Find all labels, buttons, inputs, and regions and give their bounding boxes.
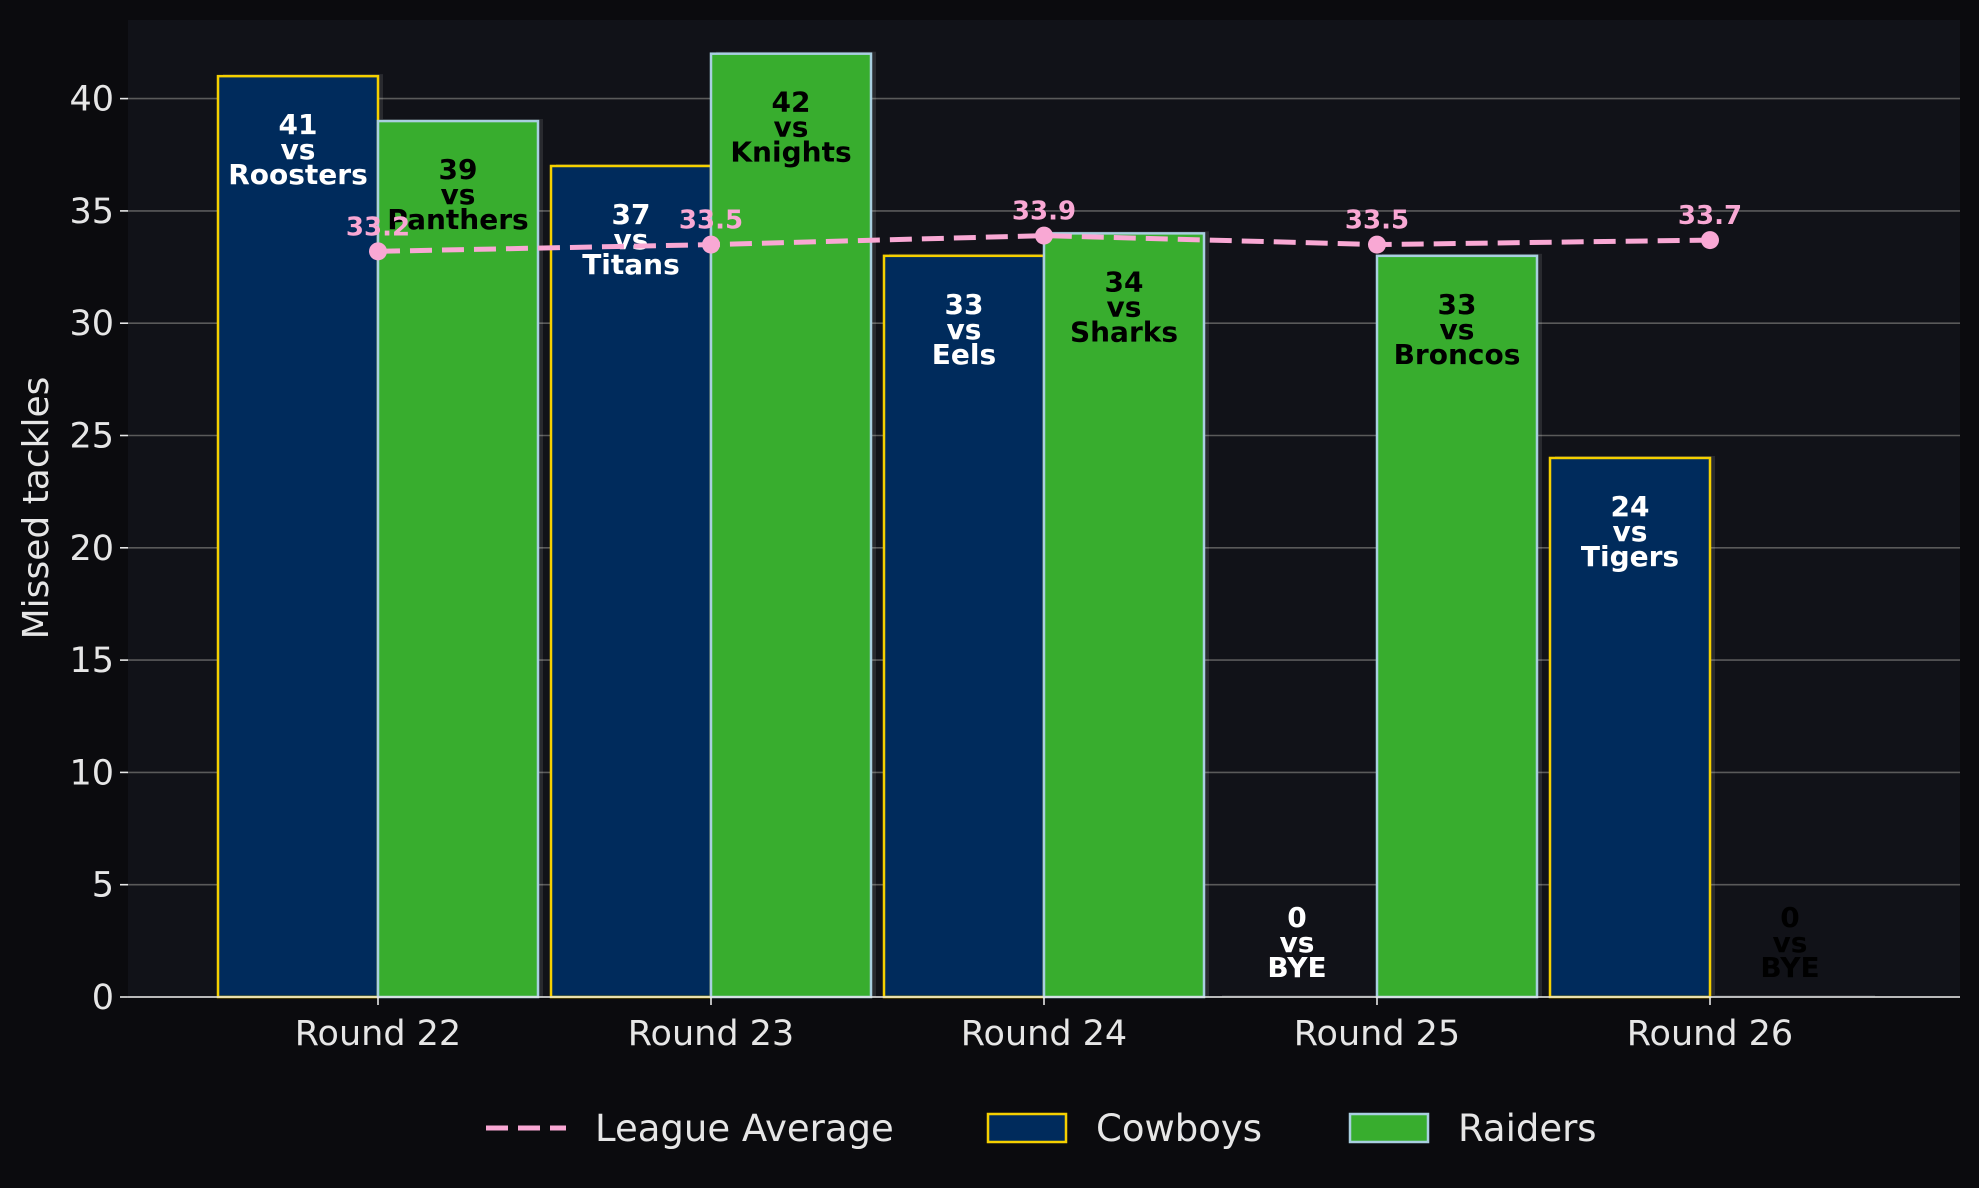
bar-label-line: Titans	[582, 248, 680, 281]
bar-label-cowboys-4: 0 vs BYE	[1267, 901, 1326, 984]
y-tick-label-5: 5	[92, 866, 114, 906]
y-tick-label-10: 10	[69, 753, 114, 793]
bar-label-line: Knights	[730, 136, 851, 169]
bar-label-line: 33	[945, 288, 984, 321]
legend-swatch-raiders	[1348, 1112, 1430, 1144]
bar-label-line: BYE	[1760, 951, 1819, 984]
bar-label-cowboys-3: 33 vs Eels	[932, 288, 996, 371]
league-average-point-1	[369, 242, 387, 261]
bar-label-line: 24	[1611, 490, 1650, 523]
league-average-label-5: 33.7	[1678, 201, 1742, 231]
bar-label-raiders-1: 39 vs Panthers	[387, 153, 528, 236]
x-tick-label-5: Round 26	[1627, 1014, 1793, 1054]
x-axis: Round 22 Round 23 Round 24 Round 25 Round 26	[128, 996, 1960, 1054]
bar-label-line: vs	[1280, 926, 1315, 959]
bar-raiders-2	[709, 52, 873, 999]
x-tick-label-2: Round 23	[628, 1014, 794, 1054]
legend-label-cowboys: Cowboys	[1096, 1107, 1262, 1150]
bar-label-line: 37	[612, 198, 651, 231]
bar-label-raiders-5: 0 vs BYE	[1760, 901, 1819, 984]
bar-label-line: Tigers	[1581, 540, 1679, 573]
league-average-line: 33.2 33.5 33.9 33.5 33.7	[346, 197, 1742, 261]
bar-label-line: Broncos	[1394, 338, 1521, 371]
bar-shadow-raiders-5	[1715, 995, 1875, 997]
y-tick-label-40: 40	[69, 80, 114, 120]
bar-label-cowboys-1: 41 vs Roosters	[228, 108, 368, 191]
bar-label-line: vs	[1440, 313, 1475, 346]
bar-label-line: 34	[1105, 265, 1144, 298]
bar-label-line: vs	[1613, 515, 1648, 548]
bar-label-line: 33	[1438, 288, 1477, 321]
y-tick-label-20: 20	[69, 529, 114, 569]
bar-label-line: BYE	[1267, 951, 1326, 984]
bar-label-line: 39	[439, 153, 478, 186]
x-tick-label-4: Round 25	[1294, 1014, 1460, 1054]
bar-label-line: Panthers	[387, 203, 528, 236]
bar-label-line: vs	[1773, 926, 1808, 959]
bars	[216, 51, 1875, 999]
bar-raiders-3	[1042, 232, 1206, 999]
bar-label-line: 42	[772, 86, 811, 119]
league-average-point-5	[1701, 231, 1719, 250]
bar-cowboys-3	[882, 254, 1046, 999]
y-tick-label-0: 0	[92, 978, 114, 1018]
bar-label-line: 0	[1287, 901, 1306, 934]
bar-raiders-4	[1375, 254, 1539, 999]
bar-label-raiders-3: 34 vs Sharks	[1070, 265, 1178, 348]
bar-label-raiders-4: 33 vs Broncos	[1394, 288, 1521, 371]
bar-cowboys-1	[216, 74, 380, 999]
x-tick-label-3: Round 24	[961, 1014, 1127, 1054]
y-tick-label-25: 25	[69, 417, 114, 457]
bar-label-line: vs	[774, 111, 809, 144]
y-tick-label-35: 35	[69, 192, 114, 232]
y-axis-title: Missed tackles	[16, 377, 57, 640]
x-tick-label-1: Round 22	[295, 1014, 461, 1054]
bar-label-line: vs	[441, 178, 476, 211]
bar-label-line: vs	[1107, 290, 1142, 323]
legend-label-league-average: League Average	[595, 1107, 894, 1150]
legend-label-raiders: Raiders	[1458, 1107, 1597, 1150]
bar-label-cowboys-2: 37 vs Titans	[582, 198, 680, 281]
bar-label-cowboys-5: 24 vs Tigers	[1581, 490, 1679, 573]
bar-label-line: Sharks	[1070, 315, 1178, 348]
bar-shadow-cowboys-4	[1222, 995, 1382, 997]
league-average-label-1: 33.2	[346, 212, 410, 242]
league-average-label-4: 33.5	[1345, 206, 1409, 236]
bar-label-line: 41	[279, 108, 318, 141]
y-tick-label-15: 15	[69, 641, 114, 681]
bar-label-line: Eels	[932, 338, 996, 371]
bar-label-line: vs	[947, 313, 982, 346]
legend: League Average Cowboys Raiders	[486, 1107, 1597, 1150]
league-average-label-3: 33.9	[1012, 197, 1076, 227]
bar-label-line: 0	[1780, 901, 1799, 934]
league-average-point-4	[1368, 235, 1386, 254]
bar-label-line: Roosters	[228, 158, 368, 191]
bar-label-line: vs	[614, 223, 649, 256]
bar-cowboys-2	[549, 164, 713, 999]
y-axis: 0 5 10 15 20 25 30 35 40	[69, 80, 128, 1018]
legend-swatch-cowboys	[986, 1112, 1068, 1144]
bar-cowboys-5	[1548, 456, 1712, 999]
bar-label-line: vs	[281, 133, 316, 166]
bar-label-raiders-2: 42 vs Knights	[730, 86, 851, 169]
league-average-point-2	[702, 235, 720, 254]
y-tick-label-30: 30	[69, 304, 114, 344]
league-average-label-2: 33.5	[679, 206, 743, 236]
bar-raiders-1	[376, 119, 540, 999]
league-average-point-3	[1035, 226, 1053, 245]
